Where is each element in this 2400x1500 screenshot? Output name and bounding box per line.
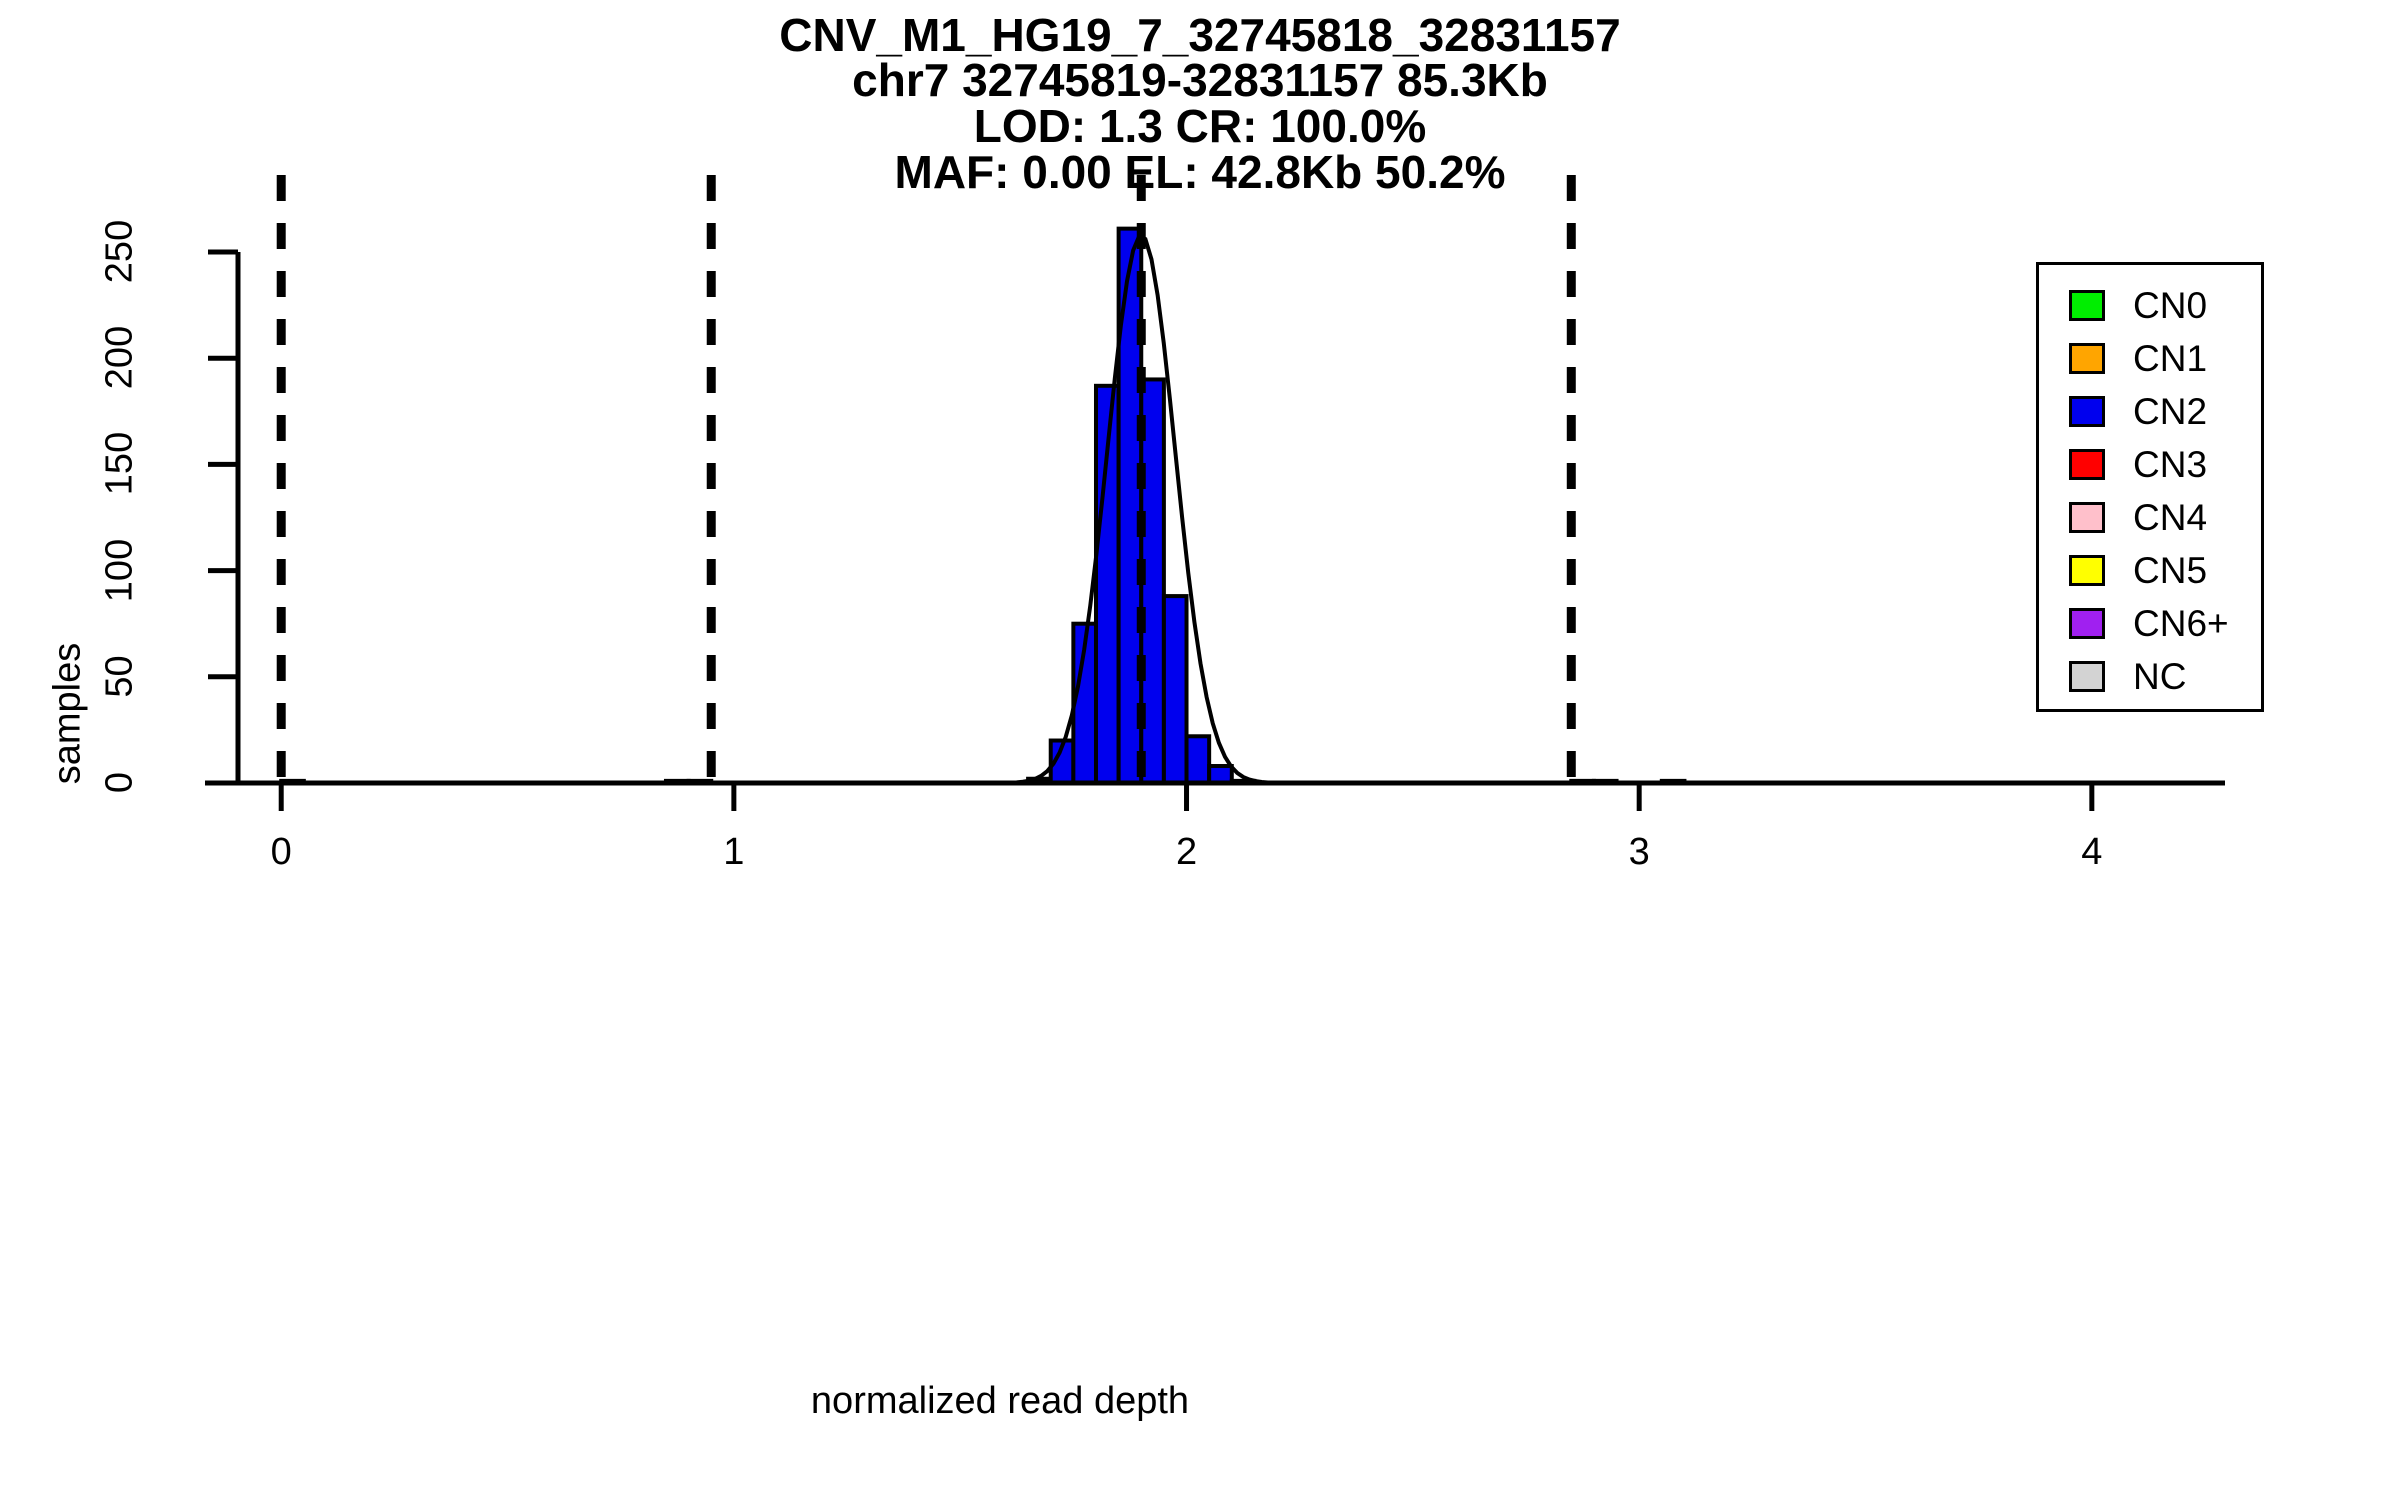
legend-item-label: CN1 xyxy=(2133,338,2208,379)
legend-item-label: NC xyxy=(2133,656,2187,697)
density-curve xyxy=(245,233,2205,785)
legend-item[interactable]: CN4 xyxy=(2039,493,2267,542)
legend-item-label: CN6+ xyxy=(2133,603,2229,644)
legend-item[interactable]: CN3 xyxy=(2039,440,2267,489)
y-axis-title: samples xyxy=(46,642,89,785)
legend-item-label: CN0 xyxy=(2133,285,2208,326)
legend-item-label: CN5 xyxy=(2133,550,2208,591)
legend-item[interactable]: CN0 xyxy=(2039,281,2267,330)
legend-item[interactable]: CN1 xyxy=(2039,334,2267,383)
plot-title-line-2: chr7 32745819-32831157 85.3Kb xyxy=(852,54,1548,106)
legend-color-swatch xyxy=(2069,661,2105,692)
y-tick-label: 200 xyxy=(98,325,141,390)
legend-item[interactable]: CN2 xyxy=(2039,387,2267,436)
legend-color-swatch xyxy=(2069,608,2105,639)
plot-axes xyxy=(205,249,2225,811)
plot-title-line-3: LOD: 1.3 CR: 100.0% xyxy=(973,100,1427,152)
legend: CN0 CN1 CN2 CN3 CN4 CN5 CN6+ NC xyxy=(2036,262,2264,712)
histogram-bar xyxy=(1161,594,1189,786)
y-tick-label: 0 xyxy=(98,771,141,794)
y-tick-label: 250 xyxy=(98,219,141,284)
x-tick-label: 4 xyxy=(2081,831,2103,873)
x-tick-label: 0 xyxy=(270,831,292,873)
histogram-bar xyxy=(1184,734,1212,785)
legend-color-swatch xyxy=(2069,555,2105,586)
legend-item[interactable]: CN6+ xyxy=(2039,599,2267,648)
x-tick-label: 2 xyxy=(1175,831,1198,873)
histogram-bar xyxy=(1207,764,1234,785)
legend-item[interactable]: NC xyxy=(2039,652,2267,701)
threshold-dashed-lines xyxy=(276,175,1576,785)
plot-title-line-4: MAF: 0.00 EL: 42.8Kb 50.2% xyxy=(894,146,1506,198)
x-tick-label: 1 xyxy=(723,831,745,873)
y-tick-label: 50 xyxy=(98,655,141,698)
legend-color-swatch xyxy=(2069,290,2105,321)
histogram-bars xyxy=(279,226,1687,786)
x-tick-label: 3 xyxy=(1628,831,1650,873)
legend-item-label: CN2 xyxy=(2133,391,2208,432)
legend-item-label: CN4 xyxy=(2133,497,2208,538)
legend-color-swatch xyxy=(2069,396,2105,427)
legend-color-swatch xyxy=(2069,502,2105,533)
plot-title-line-1: CNV_M1_HG19_7_32745818_32831157 xyxy=(779,9,1621,61)
legend-item-label: CN3 xyxy=(2133,444,2208,485)
y-tick-label: 150 xyxy=(98,432,141,496)
legend-color-swatch xyxy=(2069,449,2105,480)
x-axis-title: normalized read depth xyxy=(810,1380,1190,1422)
legend-color-swatch xyxy=(2069,343,2105,374)
legend-item[interactable]: CN5 xyxy=(2039,546,2267,595)
y-tick-label: 100 xyxy=(98,538,141,602)
